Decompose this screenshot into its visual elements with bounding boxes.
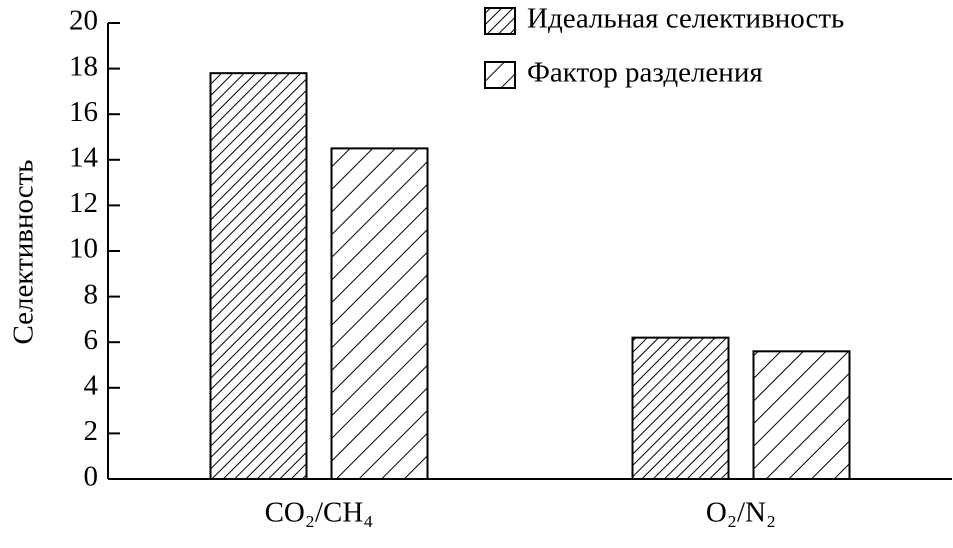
y-tick-label: 8	[84, 278, 99, 310]
bar	[752, 350, 851, 481]
y-tick-label: 0	[84, 461, 99, 493]
y-tick-label: 10	[69, 233, 98, 265]
legend-swatch	[484, 7, 516, 35]
y-tick-label: 20	[69, 5, 98, 37]
y-tick-label: 18	[69, 50, 98, 82]
y-tick-label: 14	[69, 141, 99, 173]
bar	[209, 72, 308, 480]
y-tick-label: 16	[69, 96, 98, 128]
y-tick-label: 6	[84, 324, 99, 356]
x-tick-label: O₂/N₂	[706, 497, 776, 529]
x-tick-label: CO₂/CH₄	[265, 497, 374, 529]
y-tick-label: 4	[84, 369, 99, 401]
legend-swatch	[484, 61, 516, 89]
y-tick-label: 12	[69, 187, 98, 219]
legend-label: Фактор разделения	[527, 57, 763, 89]
bar	[330, 147, 429, 480]
y-tick-label: 2	[84, 415, 99, 447]
legend-label: Идеальная селективность	[527, 3, 844, 35]
bar	[631, 336, 730, 481]
y-axis-label: Селективность	[8, 159, 40, 344]
